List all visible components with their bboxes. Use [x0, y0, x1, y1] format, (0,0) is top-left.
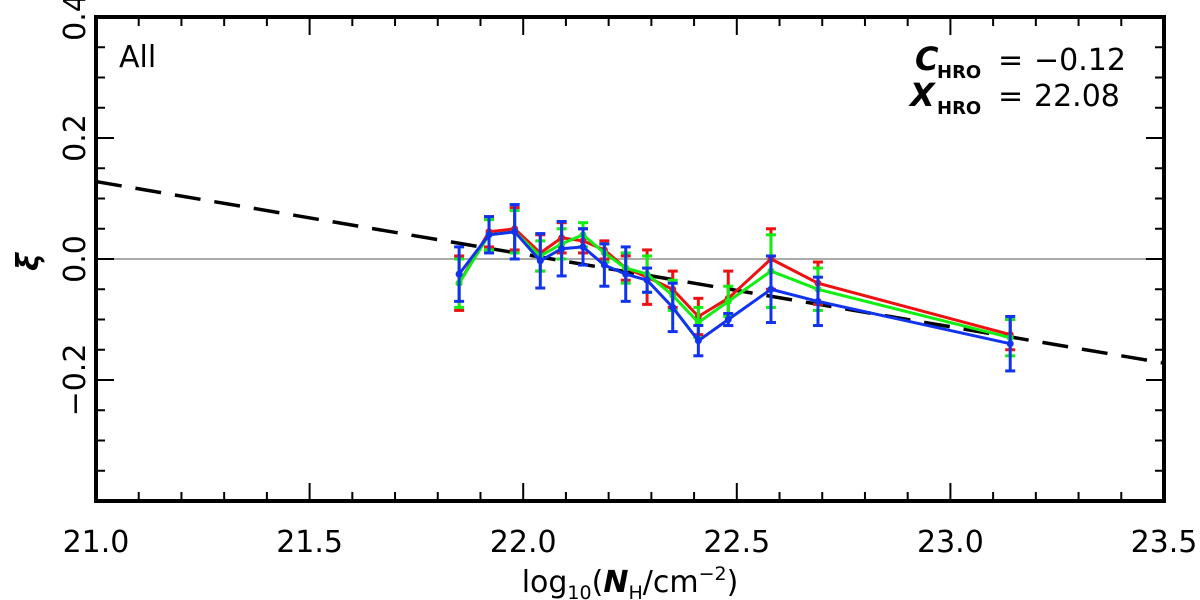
x-tick-label: 22.5 [703, 525, 770, 560]
x-hro-annotation: X HRO = 22.08 [908, 76, 1120, 119]
x-label-exp: −2 [699, 563, 727, 585]
y-tick-label: 0.0 [58, 235, 93, 283]
data-point-blue [669, 303, 677, 311]
x-label-log-sub: 10 [567, 582, 591, 600]
data-point-blue [558, 245, 566, 253]
data-point-blue [814, 297, 822, 305]
x-label-close: ) [727, 565, 739, 600]
x-hro-subscript: HRO [937, 98, 981, 119]
c-hro-annotation: C HRO = −0.12 [915, 40, 1126, 83]
x-hro-value: 22.08 [1034, 79, 1120, 114]
data-point-blue [1006, 340, 1014, 348]
x-tick-label: 23.0 [917, 525, 984, 560]
data-point-blue [600, 261, 608, 269]
x-label-unit: /cm [643, 565, 699, 600]
series-blue [454, 203, 1016, 373]
x-hro-equals: = [998, 79, 1023, 114]
x-axis-label: log10(NH/cm−2) [522, 563, 739, 600]
series-red [454, 206, 1016, 352]
y-tick-label: 0.2 [58, 114, 93, 162]
y-tick-label: −0.2 [58, 344, 93, 417]
data-point-blue [724, 316, 732, 323]
data-point-blue [485, 231, 493, 239]
c-hro-subscript: HRO [937, 62, 981, 83]
data-point-green [724, 297, 732, 305]
data-point-blue [694, 337, 702, 345]
data-point-blue [536, 257, 544, 265]
x-tick-label: 22.0 [490, 525, 557, 560]
x-hro-symbol: X [908, 76, 936, 114]
panel-label: All [119, 40, 156, 75]
x-label-open: ( [592, 565, 604, 600]
data-point-blue [643, 276, 651, 284]
x-label-var: N [603, 565, 628, 600]
x-tick-label: 21.0 [63, 525, 130, 560]
data-point-blue [511, 228, 519, 236]
x-label-log: log [522, 565, 568, 600]
x-tick-label: 21.5 [276, 525, 343, 560]
data-point-blue [579, 243, 587, 251]
y-axis-label: ξ [11, 252, 46, 271]
y-tick-label: 0.4 [58, 0, 93, 41]
c-hro-value: −0.12 [1034, 43, 1126, 78]
data-point-blue [622, 270, 630, 278]
data-point-blue [767, 285, 775, 293]
c-hro-symbol: C [915, 40, 939, 78]
x-tick-label: 23.5 [1131, 525, 1198, 560]
data-point-blue [455, 270, 463, 278]
c-hro-equals: = [998, 43, 1023, 78]
x-label-var-sub: H [628, 582, 642, 600]
